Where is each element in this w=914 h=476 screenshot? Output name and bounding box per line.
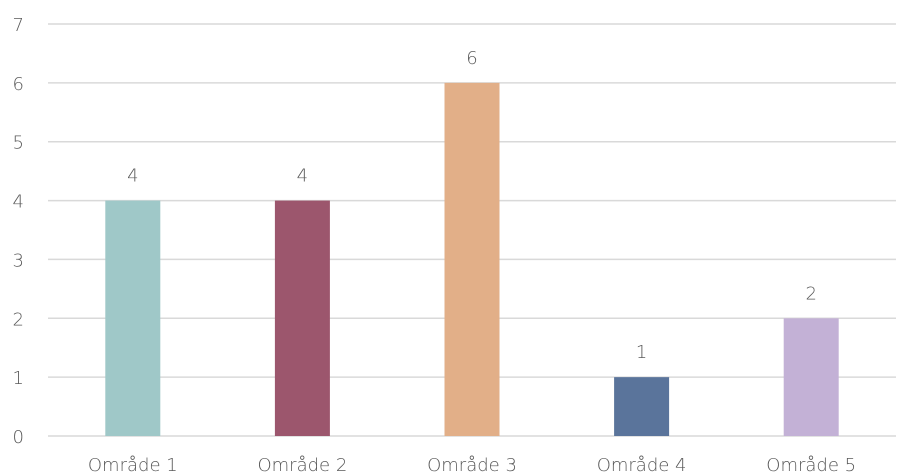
y-tick-label-5: 5 bbox=[13, 133, 24, 154]
y-tick-label-3: 3 bbox=[13, 250, 24, 271]
bar-omrade-2 bbox=[274, 200, 330, 436]
y-tick-label-0: 0 bbox=[13, 427, 24, 448]
x-label-omrade-5: Område 5 bbox=[766, 455, 856, 476]
bar-omrade-4 bbox=[614, 377, 670, 436]
y-tick-label-4: 4 bbox=[13, 192, 24, 213]
data-label-omrade-5: 2 bbox=[805, 283, 816, 304]
x-label-omrade-4: Område 4 bbox=[597, 455, 687, 476]
bar-omrade-5 bbox=[783, 318, 839, 436]
data-label-omrade-2: 4 bbox=[297, 166, 308, 187]
y-tick-label-2: 2 bbox=[13, 309, 24, 330]
y-tick-label-1: 1 bbox=[13, 368, 24, 389]
bars bbox=[105, 82, 839, 436]
x-label-omrade-1: Område 1 bbox=[88, 455, 178, 476]
y-tick-label-6: 6 bbox=[13, 74, 24, 95]
x-label-omrade-3: Område 3 bbox=[427, 455, 517, 476]
y-axis-tick-labels: 0 1 2 3 4 5 6 7 bbox=[13, 15, 24, 448]
x-label-omrade-2: Område 2 bbox=[257, 455, 347, 476]
y-tick-label-7: 7 bbox=[13, 15, 24, 36]
bar-omrade-1 bbox=[105, 200, 161, 436]
data-label-omrade-1: 4 bbox=[127, 166, 138, 187]
data-label-omrade-3: 6 bbox=[466, 48, 477, 69]
data-labels: 4 4 6 1 2 bbox=[127, 48, 817, 363]
x-axis-category-labels: Område 1 Område 2 Område 3 Område 4 Område 5 bbox=[88, 455, 856, 476]
bar-omrade-3 bbox=[444, 82, 500, 436]
data-label-omrade-4: 1 bbox=[636, 342, 647, 363]
